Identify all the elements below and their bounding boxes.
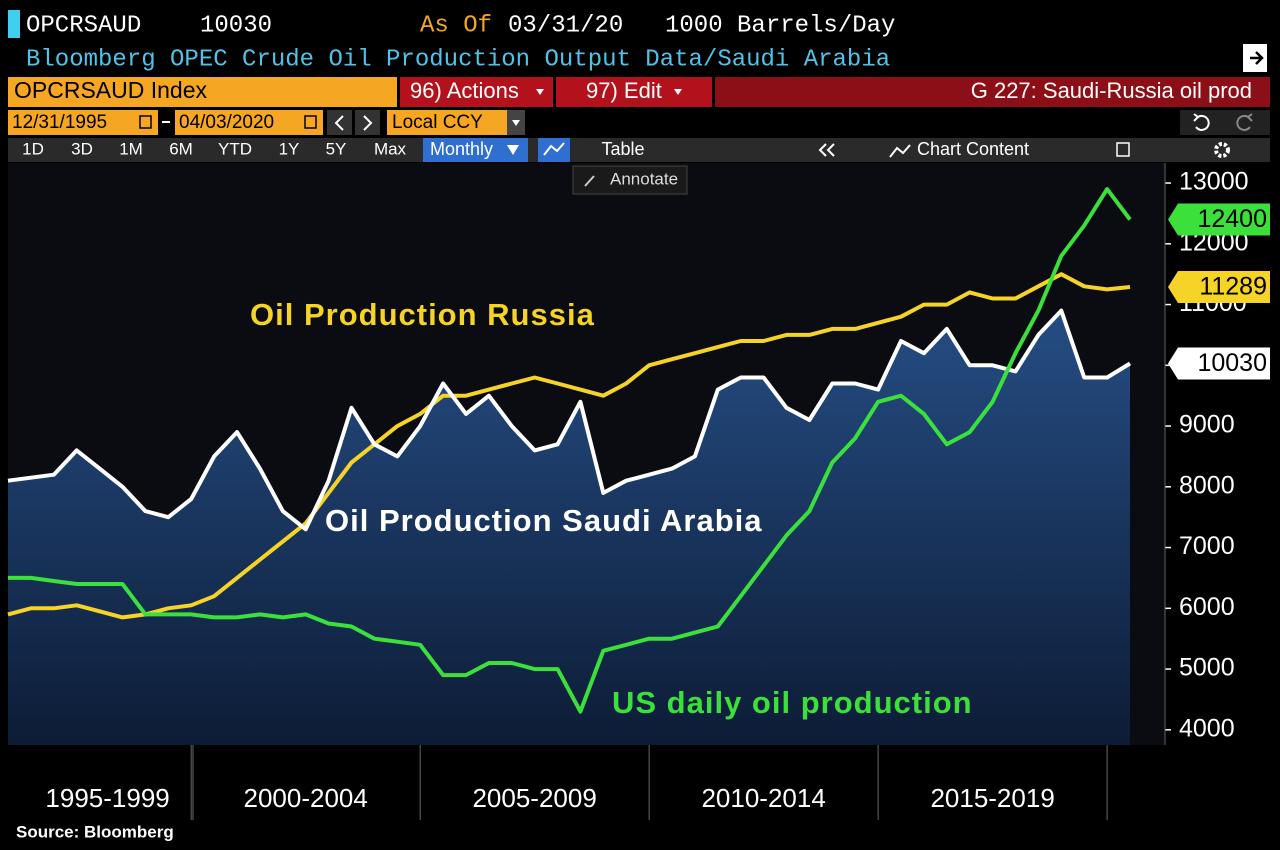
line [7,308,1132,532]
y-tick-label: 5000 [1179,654,1235,682]
last-value-label: 12400 [1197,205,1267,233]
range-button[interactable]: 1D [22,139,44,158]
x-group-label: 2015-2019 [930,783,1054,813]
redo-icon [1236,113,1253,131]
annotate-label: Annotate [610,169,678,188]
calendar-icon [139,115,152,129]
chart-type-icon [543,142,565,156]
prev-button[interactable] [327,110,352,135]
line [8,187,1132,714]
range-button[interactable]: Max [374,139,407,158]
range-buttons: 1D 3D 1M 6M YTD 1Y 5Y Max [22,139,406,158]
dropdown-arrow [674,89,682,95]
undo-icon [1193,113,1210,131]
actions-button[interactable] [400,77,553,107]
chart: 4000500060007000800090001000011000120001… [7,163,1270,820]
start-date: 12/31/1995 [12,112,107,133]
line [7,272,1131,620]
start-date-field[interactable] [8,110,158,135]
settings-icon[interactable] [1214,142,1230,158]
security-marker [8,10,20,38]
chart-content-button[interactable]: Chart Content [917,139,1029,159]
date-separator [162,121,170,123]
last-value-tag [1168,203,1270,236]
series-annotation: Oil Production Saudi Arabia [325,503,763,538]
x-group-label: 2010-2014 [701,783,825,813]
edit-button[interactable] [556,77,712,107]
function-bar [715,77,1270,107]
annotate-icon [584,175,595,187]
series-annotation: US daily oil production [612,685,973,720]
annotate-menu[interactable] [572,165,688,195]
range-button[interactable]: 1M [119,139,143,158]
y-tick-label: 6000 [1179,593,1235,621]
range-button[interactable]: 6M [169,139,193,158]
range-button[interactable]: 1Y [279,139,300,158]
last-value-label: 10030 [1197,349,1267,377]
dropdown-arrow [536,89,544,95]
range-button[interactable]: 3D [71,139,93,158]
edit-label: 97) Edit [586,78,662,103]
x-group-label: 2005-2009 [472,783,596,813]
currency-field[interactable] [387,110,507,135]
ticker: OPCRSAUD [26,12,141,39]
area [8,310,1130,745]
chart-type-button[interactable] [538,138,570,162]
source: Source: Bloomberg [16,822,174,841]
calendar-icon [304,115,317,129]
units: 1000 Barrels/Day [665,12,895,39]
actions-label: 96) Actions [410,78,519,103]
end-date-field[interactable] [175,110,323,135]
security-field[interactable] [8,77,397,107]
x-group-label: 2000-2004 [244,783,368,813]
last-value-label: 11289 [1199,273,1267,301]
y-tick-label: 7000 [1179,532,1235,560]
undo-redo[interactable] [1180,110,1270,135]
currency: Local CCY [392,112,483,133]
table-button[interactable]: Table [601,139,644,159]
as-of-date: 03/31/20 [508,12,623,39]
range-button[interactable]: YTD [218,139,252,158]
next-button[interactable] [355,110,380,135]
edit-icon[interactable] [1116,142,1130,157]
as-of-label: As Of [420,12,492,39]
range-button[interactable]: 5Y [326,139,347,158]
last-value-tag [1168,347,1270,380]
series-annotation: Oil Production Russia [250,297,595,332]
export-icon[interactable] [1243,44,1267,72]
function-label: G 227: Saudi-Russia oil prod [971,78,1252,103]
y-tick-label: 9000 [1179,411,1235,439]
dropdown-arrow [512,120,520,126]
y-tick-label: 4000 [1179,714,1235,742]
frequency: Monthly [430,139,493,159]
dropdown-arrow [507,145,519,155]
y-tick-label: 8000 [1179,471,1235,499]
security: OPCRSAUD Index [14,77,208,103]
last-price: 10030 [200,12,272,39]
collapse-icon[interactable] [818,143,835,157]
toolbar [8,138,1270,162]
prev-icon [334,115,344,131]
x-group-label: 1995-1999 [45,783,169,813]
description: Bloomberg OPEC Crude Oil Production Outp… [26,46,890,73]
next-icon [363,115,373,131]
last-value-tag [1168,270,1270,303]
chart-content-icon [889,144,911,158]
y-tick-label: 13000 [1179,168,1249,196]
end-date: 04/03/2020 [179,112,274,133]
